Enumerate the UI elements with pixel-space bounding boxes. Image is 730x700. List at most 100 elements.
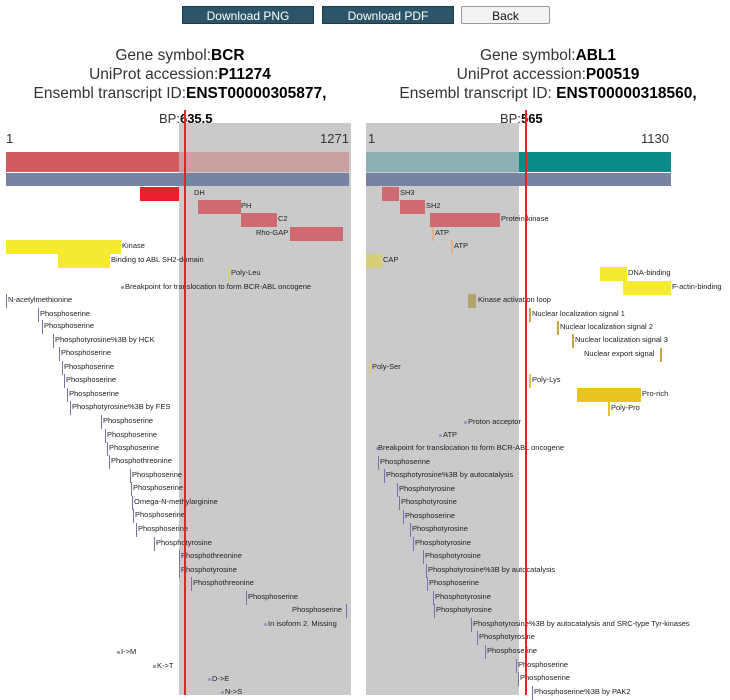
abl-atp-binding-bar xyxy=(451,240,453,254)
bcr-phosphoserine-site-label: Phosphoserine xyxy=(40,309,91,318)
abl-phosphoserine-site-tick xyxy=(378,456,379,470)
abl-nuclear-export-signal-bar xyxy=(660,348,662,362)
abl-phosphotyrosine-site-label: Phosphotyrosine xyxy=(412,524,468,533)
bcr-phosphothreonine-site-label: Phosphothreonine xyxy=(193,578,254,587)
bcr-phosphotyrosine-site-tick xyxy=(154,537,155,551)
abl-phosphotyrosine-site-label: Phosphotyrosine xyxy=(401,497,457,506)
bcr-n-acetylmethionine-site-label: N-acetylmethionine xyxy=(8,295,73,304)
bcr-phosphoserine-site-tick xyxy=(67,388,68,402)
bcr-phosphoserine-site-label: Phosphoserine xyxy=(66,375,117,384)
bcr-phosphoserine-site-label: Phosphoserine xyxy=(248,592,299,601)
abl-phosphotyrosine-autocatalysis-site-tick xyxy=(426,564,427,578)
bcr-dh-domain-bar xyxy=(140,187,179,201)
bcr-kinase-region-label: Kinase xyxy=(122,241,145,250)
abl-nls-1-label: Nuclear localization signal 1 xyxy=(532,309,625,318)
bcr-variant-d-e-site-marker xyxy=(208,678,211,681)
bcr-variant-n-s-site-label: N->S xyxy=(225,687,243,696)
abl-protein-kinase-domain-label: Protein kinase xyxy=(501,214,549,223)
abl-phosphotyrosine-site-tick xyxy=(477,631,478,645)
bcr-phosphoserine-site-tick xyxy=(131,482,132,496)
abl-phosphotyrosine-src-site-tick xyxy=(471,618,472,632)
right-axis-end: 1130 xyxy=(641,131,669,146)
abl-phosphotyrosine-site-label: Phosphotyrosine xyxy=(399,484,455,493)
bcr-c2-domain-label: C2 xyxy=(278,214,288,223)
abl-nuclear-export-signal-label: Nuclear export signal xyxy=(584,349,655,358)
abl-proton-acceptor-site-label: Proton acceptor xyxy=(468,417,521,426)
bcr-phosphoserine-site-label: Phosphoserine xyxy=(103,416,154,425)
abl-dna-binding-region-bar xyxy=(600,267,627,281)
abl-phosphotyrosine-site-label: Phosphotyrosine xyxy=(425,551,481,560)
bcr-phosphoserine-site-label: Phosphoserine xyxy=(107,430,158,439)
abl-domain-track xyxy=(366,173,671,186)
bcr-phosphoserine-site-tick xyxy=(59,347,60,361)
bcr-phosphoserine-site-tick xyxy=(105,429,106,443)
download-pdf-button[interactable]: Download PDF xyxy=(322,6,454,24)
abl-f-actin-binding-region-label: F-actin-binding xyxy=(672,282,722,291)
bcr-phosphoserine-site-tick xyxy=(62,361,63,375)
abl-phosphotyrosine-site-label: Phosphotyrosine xyxy=(435,592,491,601)
bcr-phosphoserine-site-tick xyxy=(346,604,347,618)
bcr-phosphoserine-site-tick xyxy=(64,374,65,388)
bcr-phosphothreonine-site-tick xyxy=(109,455,110,469)
bcr-variant-i-m-site-label: I->M xyxy=(121,647,137,656)
bcr-phosphothreonine-site-label: Phosphothreonine xyxy=(111,456,172,465)
bcr-phosphoserine-site-tick xyxy=(246,591,247,605)
abl-poly-lys-motif-label: Poly-Lys xyxy=(532,375,561,384)
right-gene-header: Gene symbol:ABL1 UniProt accession:P0051… xyxy=(378,46,718,103)
right-breakpoint-line xyxy=(525,110,527,695)
bcr-phosphoserine-site-label: Phosphoserine xyxy=(292,605,343,614)
abl-phosphotyrosine-site-label: Phosphotyrosine xyxy=(479,632,535,641)
bcr-phosphoserine-site-label: Phosphoserine xyxy=(109,443,160,452)
bcr-variant-k-t-site-marker xyxy=(153,665,156,668)
abl-nls-3-bar xyxy=(572,334,574,348)
right-bp-label: BP:565 xyxy=(500,111,543,126)
bcr-isoform-2-missing-site-label: In isoform 2. Missing xyxy=(268,619,337,628)
abl-phosphoserine-site-label: Phosphoserine xyxy=(518,660,569,669)
bcr-phosphoserine-site-label: Phosphoserine xyxy=(61,348,112,357)
right-symbol-label: Gene symbol: xyxy=(479,47,576,64)
bcr-dh-domain-label: DH xyxy=(194,188,205,197)
bcr-isoform-2-missing-site-marker xyxy=(264,623,267,626)
abl-phosphotyrosine-site-tick xyxy=(399,496,400,510)
right-axis-start: 1 xyxy=(368,131,376,146)
abl-phosphotyrosine-autocatalysis-site-label: Phosphotyrosine%3B by autocatalysis xyxy=(428,565,556,574)
abl-breakpoint-site-label: Breakpoint for translocation to form BCR… xyxy=(378,443,565,452)
abl-protein-bar-retained xyxy=(519,152,671,172)
left-axis-end: 1271 xyxy=(320,131,349,146)
abl-phosphotyrosine-site-tick xyxy=(434,604,435,618)
abl-phosphoserine-site-tick xyxy=(427,577,428,591)
abl-kinase-activation-loop-label: Kinase activation loop xyxy=(478,295,551,304)
bcr-phosphoserine-site-tick xyxy=(107,442,108,456)
abl-atp-binding-bar xyxy=(432,227,434,241)
bcr-variant-k-t-site-label: K->T xyxy=(157,661,174,670)
abl-phosphotyrosine-site-tick xyxy=(413,537,414,551)
bcr-omega-n-methylarginine-site-label: Omega-N-methylarginine xyxy=(134,497,218,506)
abl-phosphoserine-site-tick xyxy=(485,645,486,659)
abl-pro-rich-region-bar xyxy=(577,388,641,402)
abl-sh3-domain-bar xyxy=(382,187,399,201)
back-button[interactable]: Back xyxy=(461,6,550,24)
bcr-ph-domain-label: PH xyxy=(241,201,252,210)
bcr-rho-gap-domain-bar xyxy=(290,227,343,241)
bcr-phosphoserine-site-label: Phosphoserine xyxy=(133,483,184,492)
bcr-phosphoserine-site-tick xyxy=(38,308,39,322)
bcr-variant-i-m-site-marker xyxy=(117,651,120,654)
abl-nls-1-bar xyxy=(529,308,531,322)
left-symbol: BCR xyxy=(211,47,245,64)
abl-phosphotyrosine-autocatalysis-site-label: Phosphotyrosine%3B by autocatalysis xyxy=(386,470,514,479)
download-png-button[interactable]: Download PNG xyxy=(182,6,314,24)
right-uniprot-label: UniProt accession: xyxy=(456,66,586,83)
bcr-variant-n-s-site-marker xyxy=(221,691,224,694)
abl-phosphoserine-site-label: Phosphoserine xyxy=(487,646,538,655)
bcr-phosphotyrosine-fes-site-tick xyxy=(70,401,71,415)
left-symbol-label: Gene symbol: xyxy=(115,47,212,64)
right-ensembl-label: Ensembl transcript ID: xyxy=(399,85,557,102)
bcr-phosphoserine-site-label: Phosphoserine xyxy=(138,524,189,533)
abl-phosphoserine-site-tick xyxy=(518,672,519,686)
bcr-phosphoserine-site-tick xyxy=(101,415,102,429)
bcr-phosphoserine-site-label: Phosphoserine xyxy=(69,389,120,398)
abl-phosphotyrosine-site-tick xyxy=(423,550,424,564)
bcr-kinase-region-bar xyxy=(6,240,121,254)
abl-phosphotyrosine-site-label: Phosphotyrosine xyxy=(436,605,492,614)
bcr-c2-domain-bar xyxy=(241,213,277,227)
